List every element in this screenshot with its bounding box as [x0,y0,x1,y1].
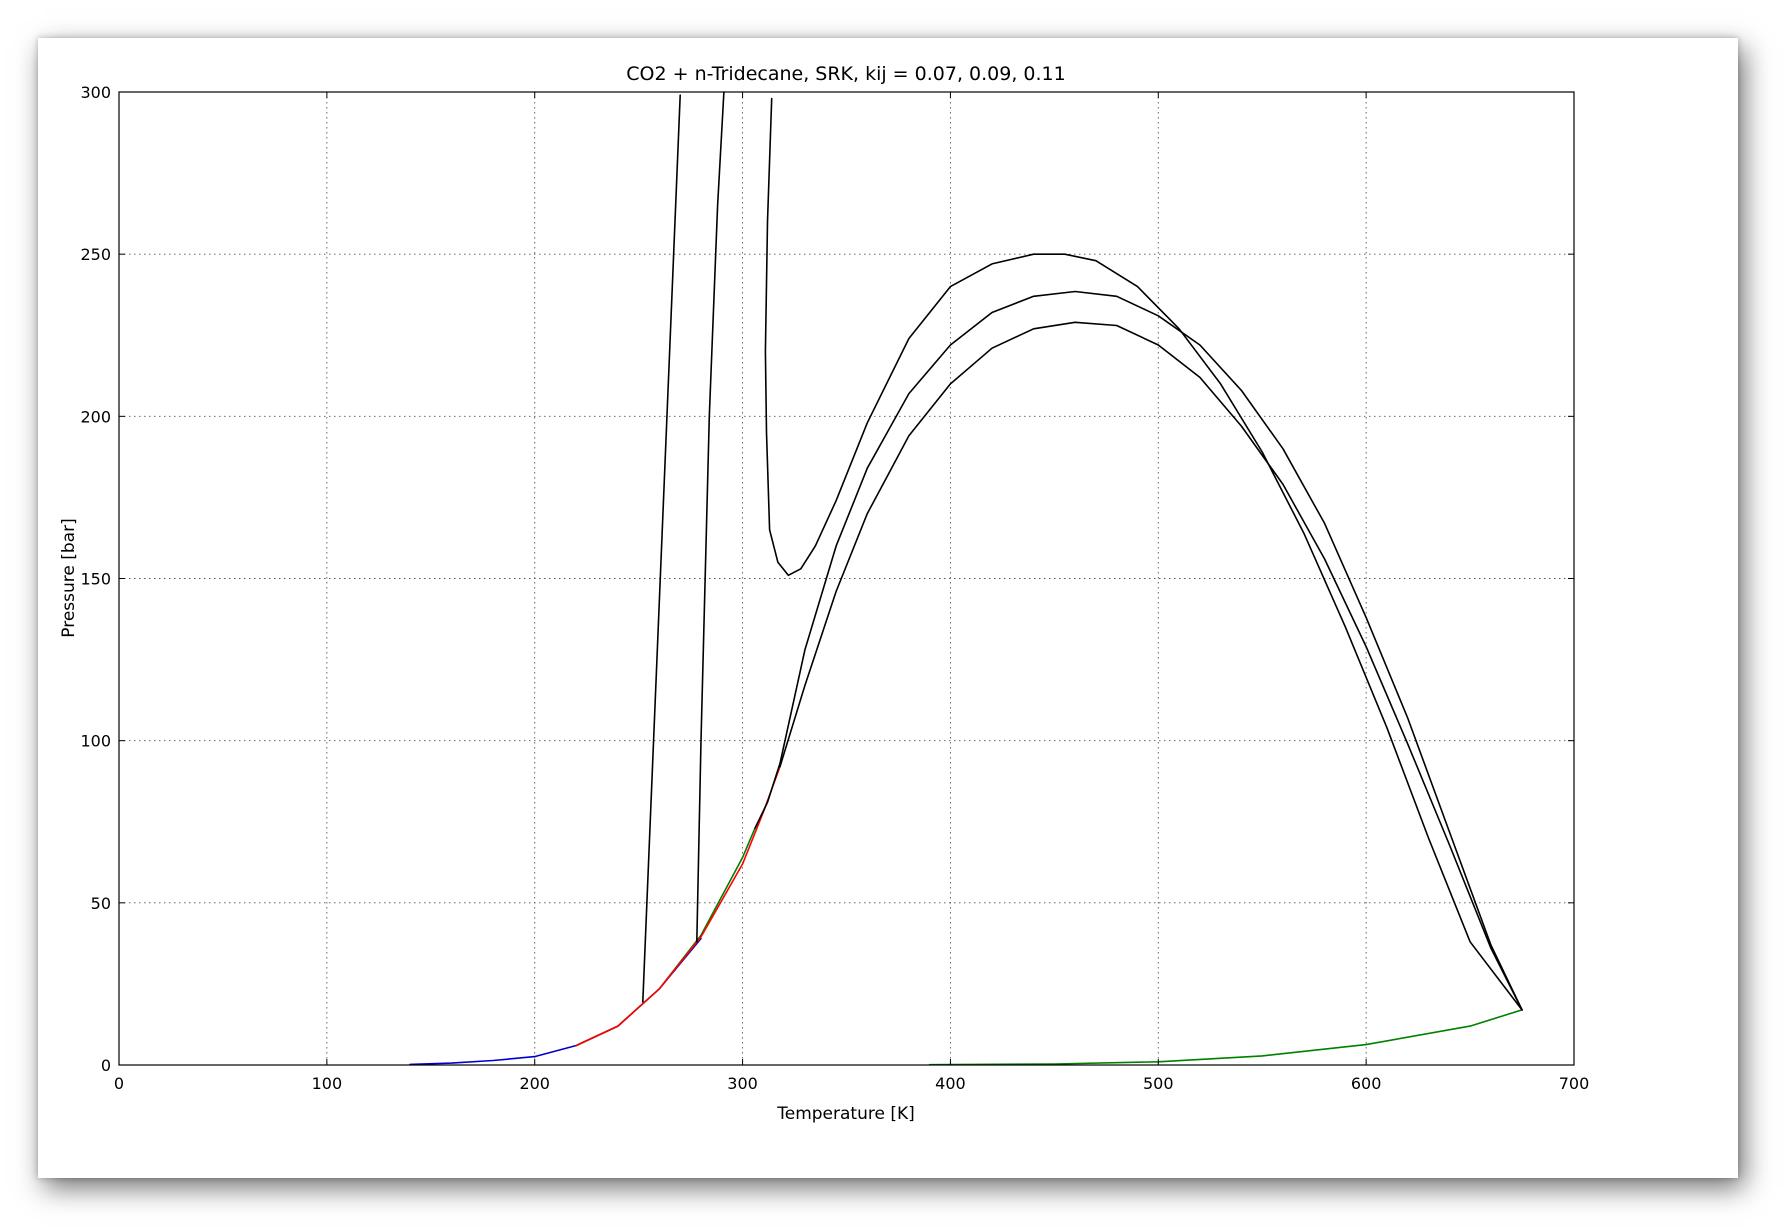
series-line-5 [695,91,725,943]
grid-lines [119,92,1574,1065]
x-tick-label: 0 [114,1074,124,1093]
series-line-1 [575,827,756,1047]
x-tick-label: 600 [1351,1074,1382,1093]
x-axis-label: Temperature [K] [776,1104,915,1124]
series-line-7 [754,290,1523,1011]
y-tick-label: 150 [80,570,111,589]
figure-frame: CO2 + n-Tridecane, SRK, kij = 0.07, 0.09… [38,38,1738,1178]
y-tick-label: 50 [91,894,111,913]
y-tick-label: 300 [80,83,111,102]
series-line-8 [779,321,1523,1011]
x-tick-label: 100 [312,1074,343,1093]
y-tick-label: 250 [80,245,111,264]
series-line-0 [409,937,702,1066]
axis-ticks: 0 100 200 300 400 500 600 700 0 50 100 150 200 250 300 [80,83,1589,1093]
x-tick-label: 200 [519,1074,550,1093]
y-tick-label: 200 [80,407,111,426]
series-line-3 [928,1009,1523,1066]
y-tick-label: 0 [101,1056,111,1075]
plot-area [118,91,1575,1066]
series-group [409,91,1523,1066]
series-line-2 [575,765,781,1047]
x-tick-label: 500 [1143,1074,1174,1093]
x-tick-label: 300 [727,1074,758,1093]
y-tick-label: 100 [80,732,111,751]
chart-title: CO2 + n-Tridecane, SRK, kij = 0.07, 0.09… [626,63,1065,85]
chart: CO2 + n-Tridecane, SRK, kij = 0.07, 0.09… [59,63,1589,1124]
series-line-4 [641,94,682,1003]
x-tick-label: 700 [1559,1074,1590,1093]
x-tick-label: 400 [935,1074,966,1093]
y-axis-label: Pressure [bar] [59,518,79,637]
series-line-6 [764,97,1523,1011]
